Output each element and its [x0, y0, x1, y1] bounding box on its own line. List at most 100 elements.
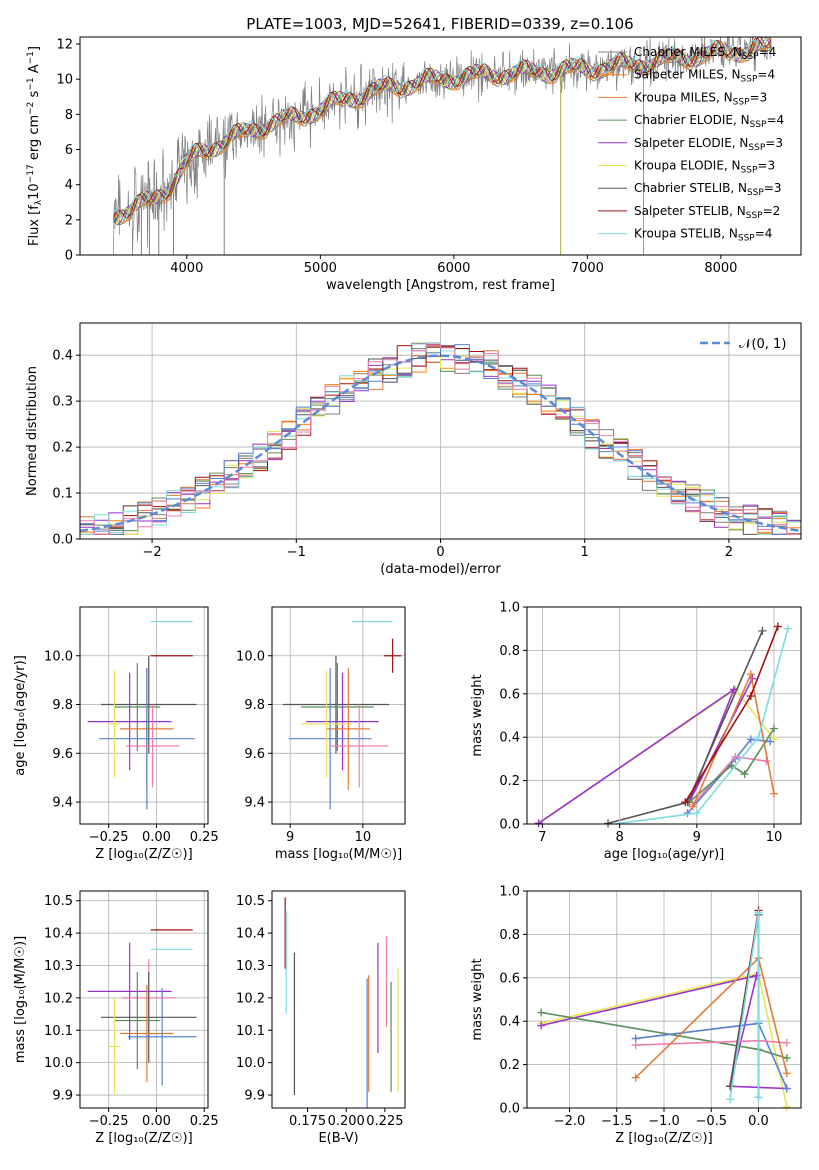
- spectrum-legend-label-eq-6: =3: [764, 181, 782, 195]
- spectrum-legend-label-main-7: Salpeter STELIB, N: [634, 204, 746, 218]
- spectrum-legend-label-eq-4: =3: [765, 136, 783, 150]
- mass_vs_Z-xtick-label-1: 0.00: [142, 1114, 171, 1129]
- weight_vs_age-ytick-label-5: 1.0: [499, 601, 520, 616]
- residuals-xtick-label-0: −2: [143, 545, 162, 560]
- weight_vs_Z-marker-5-0: [631, 1073, 640, 1082]
- weight_vs_Z-xtick-label-1: −1.5: [601, 1114, 633, 1129]
- spectrum-xtick-label-0: 4000: [170, 261, 203, 276]
- age_vs_mass-ytick-label-0: 9.4: [244, 796, 265, 811]
- weight_vs_Z-ytick-label-3: 0.6: [499, 971, 520, 986]
- weight_vs_Z-xtick-label-0: −2.0: [554, 1114, 586, 1129]
- figure-title: PLATE=1003, MJD=52641, FIBERID=0339, z=0…: [246, 15, 633, 33]
- weight_vs_age-ytick-label-0: 0.0: [499, 818, 520, 833]
- spectrum-legend-label-eq-7: =2: [763, 204, 781, 218]
- mass_vs_ebv-ytick-label-3: 10.2: [236, 991, 265, 1006]
- weight_vs_Z-marker-4-0: [631, 1041, 640, 1050]
- mass_vs_ebv-ytick-label-0: 9.9: [244, 1089, 265, 1104]
- spectrum-ytick-label-2: 4: [65, 178, 73, 193]
- age_vs_mass-ytick-label-2: 9.8: [244, 698, 265, 713]
- spectrum-legend-label-sub-4: SSP: [748, 143, 765, 153]
- weight_vs_age-xtick-label-1: 8: [615, 830, 623, 845]
- age_vs_Z-ytick-label-1: 9.6: [52, 747, 73, 762]
- weight_vs_age-ytick-label-4: 0.8: [499, 644, 520, 659]
- weight_vs_Z-marker-1-0: [537, 1021, 546, 1030]
- spectrum-ylabel-part-4: erg cm: [27, 115, 42, 164]
- weight_vs_Z-marker-8-2: [754, 1093, 763, 1102]
- weight_vs_age-marker-6-0: [688, 802, 697, 811]
- spectrum-xtick-label-4: 8000: [704, 261, 737, 276]
- weight_vs_age-marker-3-0: [683, 809, 692, 818]
- weight_vs_Z-ytick-label-4: 0.8: [499, 928, 520, 943]
- mass_vs_ebv-ytick-label-4: 10.3: [236, 959, 265, 974]
- weight_vs_age-series-2: [607, 630, 764, 825]
- spectrum-legend-label-sub-1: SSP: [741, 75, 758, 85]
- weight_vs_Z-marker-8-0: [726, 1095, 735, 1104]
- mass_vs_Z-ytick-label-2: 10.1: [44, 1024, 73, 1039]
- weight_vs_Z-ytick-label-1: 0.2: [499, 1058, 520, 1073]
- mass_vs_Z-xlabel: Z [log₁₀(Z/Z☉)]: [95, 1131, 192, 1146]
- weight_vs_age-marker-8-3: [783, 624, 792, 633]
- spectrum-xtick-label-1: 5000: [304, 261, 337, 276]
- age_vs_Z-ylabel: age [log₁₀(age/yr)]: [13, 655, 28, 776]
- data-layer: [79, 37, 802, 1111]
- spectrum-legend-label-main-5: Kroupa ELODIE, N: [634, 159, 741, 173]
- spectrum-model-line-5: [113, 37, 772, 225]
- spectrum-legend-label-eq-8: =4: [755, 227, 773, 241]
- spectrum-legend-label-7: Salpeter STELIB, NSSP=2: [634, 204, 780, 221]
- weight_vs_Z-ylabel: mass weight: [470, 958, 485, 1040]
- mass_vs_Z-ytick-label-3: 10.2: [44, 991, 73, 1006]
- weight_vs_age-marker-7-0: [681, 798, 690, 807]
- spectrum-legend-label-sub-6: SSP: [747, 188, 764, 198]
- age_vs_Z-ytick-label-3: 10.0: [44, 649, 73, 664]
- spectrum-xlabel: wavelength [Angstrom, rest frame]: [326, 278, 555, 293]
- weight_vs_Z-marker-3-2: [782, 1084, 791, 1093]
- spectrum-ylabel-part-10: ]: [27, 46, 42, 51]
- spectrum-legend-label-2: Kroupa MILES, NSSP=3: [634, 90, 767, 107]
- spectrum-legend-label-0: Chabrier MILES, NSSP=4: [634, 45, 776, 62]
- weight_vs_Z-marker-8-3: [754, 1017, 763, 1026]
- weight_vs_age-xtick-label-0: 7: [538, 830, 546, 845]
- spectrum-legend-label-sub-0: SSP: [742, 52, 759, 62]
- spectrum-ytick-label-1: 2: [65, 213, 73, 228]
- weight_vs_age-ytick-label-2: 0.4: [499, 731, 520, 746]
- spectrum-legend-label-8: Kroupa STELIB, NSSP=4: [634, 227, 772, 244]
- weight_vs_age-marker-5-1: [727, 761, 736, 770]
- weight_vs_age-series-5: [688, 728, 775, 803]
- age_vs_mass-ytick-label-1: 9.6: [244, 747, 265, 762]
- spectrum-legend-label-main-8: Kroupa STELIB, N: [634, 227, 738, 241]
- weight_vs_Z-ytick-label-0: 0.0: [499, 1102, 520, 1117]
- residuals-ytick-label-4: 0.4: [52, 349, 73, 364]
- weight_vs_age-marker-6-1: [746, 670, 755, 679]
- mass_vs_Z-ytick-label-0: 9.9: [52, 1089, 73, 1104]
- spectrum-legend-label-eq-1: =4: [757, 68, 775, 82]
- weight_vs_age-marker-7-2: [773, 622, 782, 631]
- mass_vs_ebv-xtick-label-0: 0.175: [289, 1114, 326, 1129]
- weight_vs_Z-marker-2-0: [537, 1008, 546, 1017]
- weight_vs_age-frame: [526, 606, 802, 825]
- spectrum-legend-label-eq-3: =4: [766, 113, 784, 127]
- mass_vs_ebv-xlabel: E(B-V): [318, 1131, 358, 1146]
- weight_vs_Z-xtick-label-4: 0.0: [748, 1114, 769, 1129]
- mass_vs_ebv-xtick-label-1: 0.200: [328, 1114, 365, 1129]
- weight_vs_age-series-3: [686, 738, 771, 814]
- weight_vs_age-marker-8-1: [692, 809, 701, 818]
- weight_vs_Z-xtick-label-2: −1.0: [648, 1114, 680, 1129]
- mass_vs_Z-xtick-label-2: 0.25: [190, 1114, 219, 1129]
- weight_vs_age-xtick-label-2: 9: [693, 830, 701, 845]
- spectrum-ylabel: Flux [fλ10−17 erg cm−2 s−1 A−1]: [26, 46, 44, 246]
- residuals-hist-5: [80, 342, 801, 535]
- residuals-legend-label: 𝒩(0, 1): [739, 337, 786, 352]
- mass_vs_Z-ytick-label-1: 10.0: [44, 1056, 73, 1071]
- residuals-xtick-label-4: 2: [725, 545, 733, 560]
- mass_vs_ebv-xtick-label-2: 0.225: [366, 1114, 403, 1129]
- weight_vs_Z-series-8: [729, 912, 760, 1100]
- age_vs_Z-xtick-label-2: 0.25: [190, 830, 219, 845]
- mass_vs_Z-xtick-label-0: −0.25: [89, 1114, 129, 1129]
- mass_vs_Z-ytick-label-4: 10.3: [44, 959, 73, 974]
- weight_vs_Z-ytick-label-5: 1.0: [499, 885, 520, 900]
- spectrum-frame: [79, 36, 802, 256]
- weight_vs_age-marker-2-2: [758, 626, 767, 635]
- spectrum-xtick-label-2: 6000: [437, 261, 470, 276]
- spectrum-ylabel-part-6: s: [27, 90, 42, 101]
